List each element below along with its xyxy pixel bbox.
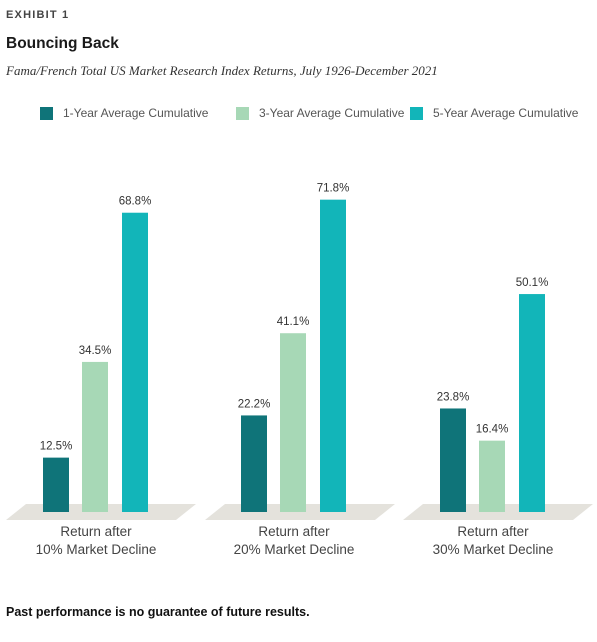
legend-swatch-5-year [410, 106, 423, 120]
legend-label-3-year: 3-Year Average Cumulative [259, 106, 405, 120]
legend-swatch-3-year [236, 106, 249, 120]
legend-item-1-year: 1-Year Average Cumulative [40, 103, 208, 123]
category-label-1-line-1: Return after [60, 524, 132, 539]
legend-item-5-year: 5-Year Average Cumulative [410, 103, 578, 123]
data-label-1-series-2: 34.5% [79, 345, 112, 357]
category-label-2-line-1: Return after [258, 524, 330, 539]
data-label-2-series-2: 41.1% [277, 316, 310, 328]
bar-2-series-1 [241, 415, 267, 512]
bar-3-series-3 [519, 294, 545, 512]
chart-legend: 1-Year Average Cumulative 3-Year Average… [40, 103, 580, 123]
footnote: Past performance is no guarantee of futu… [6, 605, 310, 619]
bar-1-series-3 [122, 212, 148, 512]
data-label-3-series-2: 16.4% [476, 424, 509, 436]
data-label-3-series-3: 50.1% [516, 277, 549, 289]
data-label-2-series-1: 22.2% [238, 398, 271, 410]
category-label-2-line-2: 20% Market Decline [234, 542, 355, 557]
bar-3-series-1 [440, 408, 466, 512]
bar-2-series-3 [320, 199, 346, 513]
category-label-3-line-1: Return after [457, 524, 529, 539]
chart-subtitle: Fama/French Total US Market Research Ind… [6, 63, 438, 78]
bar-1-series-2 [82, 361, 108, 512]
data-label-1-series-3: 68.8% [119, 196, 152, 208]
legend-item-3-year: 3-Year Average Cumulative [236, 103, 404, 123]
legend-label-5-year: 5-Year Average Cumulative [433, 106, 579, 120]
bar-3-series-2 [479, 440, 505, 512]
category-label-1-line-2: 10% Market Decline [36, 542, 157, 557]
bar-2-series-2 [280, 333, 306, 512]
bar-chart: 12.5% 34.5% 68.8% Return after 10% Market De… [6, 183, 593, 557]
data-label-3-series-1: 23.8% [437, 391, 470, 403]
legend-label-1-year: 1-Year Average Cumulative [63, 106, 209, 120]
data-label-2-series-3: 71.8% [317, 183, 350, 195]
legend-swatch-1-year [40, 106, 53, 120]
chart-title: Bouncing Back [6, 35, 119, 52]
data-label-1-series-1: 12.5% [40, 441, 73, 453]
exhibit-label: EXHIBIT 1 [6, 9, 70, 21]
category-label-3-line-2: 30% Market Decline [433, 542, 554, 557]
bar-1-series-1 [43, 457, 69, 512]
